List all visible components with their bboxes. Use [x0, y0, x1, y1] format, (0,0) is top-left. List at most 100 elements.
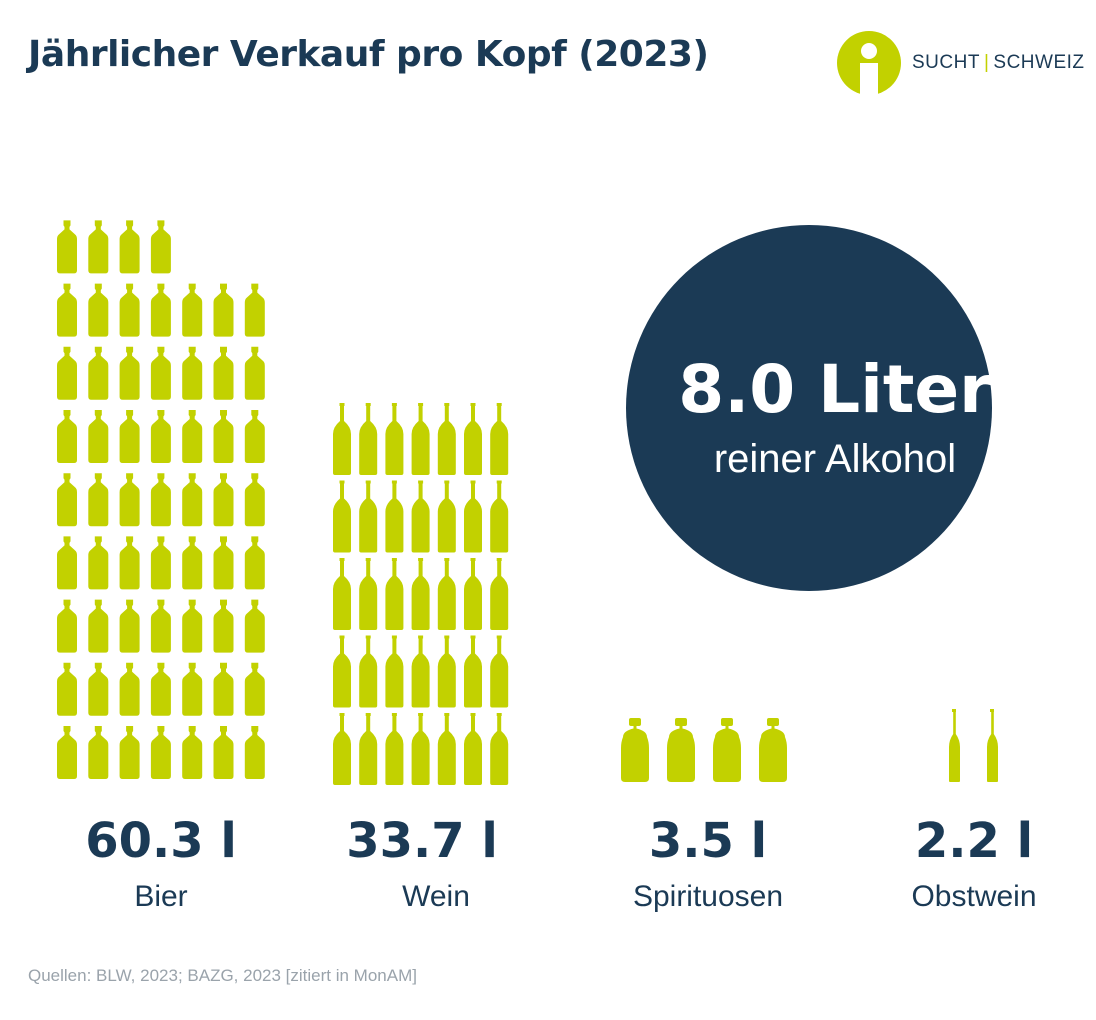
beer-bottle-icon	[213, 536, 234, 590]
beer-bottle-icon	[213, 726, 234, 779]
beer-bottle-icon	[244, 346, 265, 400]
wine-bottle-icon	[411, 635, 430, 708]
logo-text-left: SUCHT	[912, 52, 980, 73]
beer-bottle-icon	[57, 599, 77, 653]
wine-bottle-icon	[437, 558, 456, 630]
wine-bottle-icon	[437, 635, 456, 708]
beer-bottle-icon	[88, 536, 109, 590]
wine-bottle-icon	[385, 558, 404, 630]
value-label-obstwein: 2.2 l	[915, 813, 1033, 869]
category-label-wein: Wein	[402, 880, 470, 913]
beer-bottle-icon	[88, 346, 109, 400]
beer-bottle-icon	[88, 220, 109, 274]
wine-bottle-icon	[490, 713, 509, 785]
beer-bottle-icon	[57, 283, 77, 337]
category-label-spirituosen: Spirituosen	[633, 880, 783, 913]
wine-bottle-icon	[437, 403, 456, 475]
beer-bottle-icon	[182, 599, 203, 653]
beer-bottle-icon	[57, 473, 77, 527]
icon-group-obstwein	[949, 709, 998, 782]
value-label-spirituosen: 3.5 l	[649, 813, 767, 869]
highlight-circle-shape	[626, 225, 992, 591]
beer-bottle-icon	[119, 662, 140, 716]
wine-bottle-icon	[385, 403, 404, 475]
beer-bottle-icon	[244, 283, 265, 337]
beer-bottle-icon	[57, 220, 77, 274]
wine-bottle-icon	[385, 635, 404, 708]
beer-bottle-icon	[213, 346, 234, 400]
pictogram-chart: 8.0 Liter reiner Alkohol 60.3 l 33.7 l 3…	[57, 220, 1037, 913]
beer-bottle-icon	[182, 473, 203, 527]
icon-group-wein	[333, 403, 509, 785]
beer-bottle-icon	[182, 346, 203, 400]
beer-bottle-icon	[57, 726, 77, 779]
logo-text-right: SCHWEIZ	[993, 52, 1085, 73]
beer-bottle-icon	[182, 536, 203, 590]
category-label-bier: Bier	[134, 880, 187, 913]
beer-bottle-icon	[88, 599, 109, 653]
beer-bottle-icon	[150, 220, 171, 274]
labels-layer: 60.3 l 33.7 l 3.5 l 2.2 l Bier Wein Spir…	[85, 813, 1036, 913]
beer-bottle-icon	[88, 726, 109, 779]
wine-bottle-icon	[333, 713, 351, 785]
beer-bottle-icon	[150, 283, 171, 337]
highlight-value: 8.0 Liter	[678, 351, 992, 428]
beer-bottle-icon	[57, 662, 77, 716]
beer-bottle-icon	[119, 599, 140, 653]
beer-bottle-icon	[244, 662, 265, 716]
wine-bottle-icon	[490, 403, 509, 475]
beer-bottle-icon	[119, 726, 140, 779]
beer-bottle-icon	[150, 346, 171, 400]
spirits-bottle-icon	[621, 718, 649, 782]
beer-bottle-icon	[88, 410, 109, 463]
wine-bottle-icon	[333, 480, 351, 553]
wine-bottle-icon	[333, 403, 351, 475]
wine-bottle-icon	[411, 713, 430, 785]
beer-bottle-icon	[119, 346, 140, 400]
beer-bottle-icon	[182, 410, 203, 463]
beer-bottle-icon	[213, 599, 234, 653]
beer-bottle-icon	[88, 283, 109, 337]
wine-bottle-icon	[359, 635, 378, 708]
wine-bottle-icon	[385, 480, 404, 553]
wine-bottle-icon	[359, 558, 378, 630]
beer-bottle-icon	[244, 599, 265, 653]
beer-bottle-icon	[150, 410, 171, 463]
spirits-bottle-icon	[667, 718, 695, 782]
beer-bottle-icon	[213, 662, 234, 716]
source-note: Quellen: BLW, 2023; BAZG, 2023 [zitiert …	[28, 966, 417, 985]
wine-bottle-icon	[333, 558, 351, 630]
beer-bottle-icon	[88, 662, 109, 716]
wine-bottle-icon	[437, 713, 456, 785]
spirits-bottle-icon	[759, 718, 787, 782]
highlight-text: reiner Alkohol	[714, 437, 956, 481]
beer-bottle-icon	[150, 536, 171, 590]
wine-bottle-icon	[359, 480, 378, 553]
icon-group-bier	[57, 220, 265, 779]
category-label-obstwein: Obstwein	[911, 880, 1036, 913]
wine-bottle-icon	[385, 713, 404, 785]
wine-bottle-icon	[333, 635, 351, 708]
beer-bottle-icon	[119, 410, 140, 463]
beer-bottle-icon	[150, 599, 171, 653]
beer-bottle-icon	[119, 283, 140, 337]
wine-bottle-icon	[359, 403, 378, 475]
beer-bottle-icon	[119, 473, 140, 527]
wine-bottle-icon	[490, 635, 509, 708]
beer-bottle-icon	[119, 220, 140, 274]
wine-bottle-icon	[411, 403, 430, 475]
logo: SUCHT | SCHWEIZ	[836, 30, 1086, 96]
beer-bottle-icon	[182, 726, 203, 779]
wine-bottle-icon	[411, 558, 430, 630]
wine-bottle-icon	[464, 558, 482, 630]
beer-bottle-icon	[150, 726, 171, 779]
spirits-bottle-icon	[713, 718, 741, 782]
beer-bottle-icon	[57, 346, 77, 400]
sucht-schweiz-logo-icon	[837, 31, 901, 96]
wine-bottle-icon	[464, 403, 482, 475]
beer-bottle-icon	[182, 283, 203, 337]
beer-bottle-icon	[244, 410, 265, 463]
wine-bottle-icon	[411, 480, 430, 553]
beer-bottle-icon	[150, 473, 171, 527]
beer-bottle-icon	[213, 473, 234, 527]
